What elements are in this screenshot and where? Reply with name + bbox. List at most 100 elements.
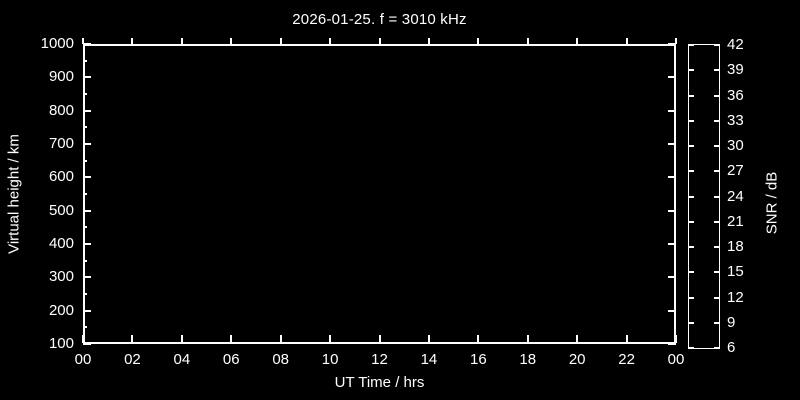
colorbar-tick-left: [689, 220, 694, 223]
x-tick-top: [230, 38, 233, 44]
colorbar-label: 12: [727, 288, 744, 306]
y-tick-label: 300: [48, 268, 74, 286]
colorbar-label: 9: [727, 313, 736, 331]
y-tick-label: 600: [48, 168, 74, 186]
colorbar-tick-left: [689, 170, 694, 173]
y-minor-tick: [83, 159, 87, 162]
colorbar-tick-left: [689, 296, 694, 299]
y-tick-left: [83, 209, 91, 212]
y-tick-left: [83, 309, 91, 312]
colorbar-label: 39: [727, 61, 744, 79]
x-tick-bottom: [675, 335, 677, 343]
colorbar-title: SNR / dB: [763, 171, 781, 235]
y-tick-left: [83, 109, 91, 112]
x-tick-bottom: [427, 335, 430, 343]
y-minor-tick: [83, 293, 87, 295]
x-tick-top: [427, 38, 430, 44]
x-tick-top: [526, 38, 529, 44]
colorbar-tick-right: [714, 145, 719, 147]
x-tick-label: 04: [173, 351, 191, 368]
x-tick-label: 12: [371, 351, 388, 368]
x-tick-label: 18: [519, 351, 537, 368]
y-minor-tick: [83, 193, 87, 195]
colorbar-tick-right: [714, 220, 719, 223]
y-tick-right: [668, 209, 676, 212]
x-tick-label: 00: [74, 351, 92, 368]
x-tick-top: [279, 38, 282, 44]
x-tick-top: [378, 38, 381, 44]
x-tick-bottom: [329, 335, 332, 343]
colorbar-label: 27: [727, 162, 744, 180]
colorbar-label: 18: [727, 238, 744, 255]
colorbar-tick-right: [714, 271, 719, 274]
x-tick-bottom: [477, 335, 480, 343]
x-tick-bottom: [378, 335, 381, 343]
x-tick-top: [675, 38, 677, 44]
x-tick-bottom: [82, 335, 84, 343]
y-tick-label: 200: [48, 301, 74, 319]
colorbar-label: 15: [727, 263, 744, 281]
x-axis-title: UT Time / hrs: [334, 374, 425, 391]
x-tick-label: 16: [469, 351, 487, 368]
x-tick-label: 20: [568, 351, 586, 368]
y-minor-tick: [83, 226, 87, 229]
y-tick-left: [83, 76, 91, 79]
colorbar-tick-right: [714, 296, 719, 299]
colorbar-label: 21: [727, 212, 744, 230]
x-tick-label: 14: [420, 351, 438, 368]
y-minor-tick: [83, 59, 87, 62]
x-tick-bottom: [576, 335, 579, 343]
colorbar-label: 6: [727, 339, 736, 356]
colorbar-tick-right: [714, 195, 719, 198]
y-tick-left: [83, 43, 91, 45]
colorbar-tick-left: [689, 195, 694, 198]
y-tick-label: 900: [48, 68, 74, 86]
colorbar-tick-right: [714, 44, 719, 46]
x-tick-label: 10: [321, 351, 339, 368]
x-tick-label: 06: [222, 351, 240, 368]
y-tick-right: [668, 43, 676, 45]
x-tick-bottom: [625, 335, 628, 343]
y-tick-right: [668, 276, 676, 279]
colorbar-tick-left: [689, 94, 694, 97]
y-minor-tick: [83, 93, 87, 95]
x-tick-label: 22: [618, 351, 635, 368]
y-minor-tick: [83, 326, 87, 329]
colorbar-tick-left: [689, 271, 694, 274]
x-tick-top: [329, 38, 332, 44]
y-tick-left: [83, 343, 91, 345]
x-tick-bottom: [526, 335, 529, 343]
x-tick-label: 02: [124, 351, 141, 368]
y-tick-label: 400: [48, 235, 74, 252]
colorbar-label: 24: [727, 187, 744, 205]
colorbar-tick-left: [689, 119, 694, 122]
x-tick-bottom: [230, 335, 233, 343]
colorbar-tick-left: [689, 69, 694, 72]
x-tick-top: [131, 38, 134, 44]
x-tick-top: [477, 38, 480, 44]
colorbar-tick-right: [714, 321, 719, 324]
y-tick-right: [668, 143, 676, 145]
chart-title: 2026-01-25. f = 3010 kHz: [292, 11, 467, 28]
colorbar-label: 33: [727, 111, 744, 129]
colorbar-tick-right: [714, 170, 719, 173]
y-tick-label: 100: [48, 335, 74, 352]
colorbar-tick-left: [689, 145, 694, 147]
y-tick-label: 800: [48, 101, 74, 119]
y-minor-tick: [83, 259, 87, 262]
y-tick-left: [83, 176, 91, 179]
y-tick-left: [83, 276, 91, 279]
colorbar-tick-left: [689, 44, 694, 46]
x-tick-bottom: [131, 335, 134, 343]
colorbar-tick-left: [689, 246, 694, 248]
y-tick-left: [83, 143, 91, 145]
x-tick-top: [82, 38, 84, 44]
y-tick-right: [668, 309, 676, 312]
colorbar-label: 36: [727, 86, 744, 104]
colorbar-tick-right: [714, 347, 719, 349]
x-tick-bottom: [279, 335, 282, 343]
y-minor-tick: [83, 126, 87, 129]
colorbar-tick-right: [714, 94, 719, 97]
x-tick-top: [180, 38, 183, 44]
